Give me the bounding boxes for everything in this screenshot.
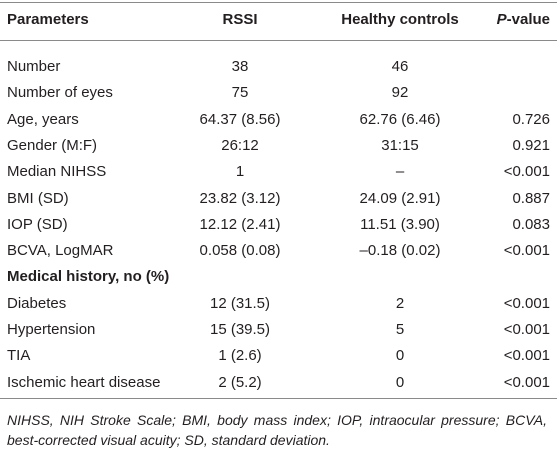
table-cell: Hypertension (7, 321, 96, 338)
table-cell: Gender (M:F) (7, 136, 98, 154)
table-cell: 92 (391, 84, 409, 102)
table-cell: <0.001 (503, 347, 550, 365)
header-text: -value (506, 11, 550, 28)
table-cell: 0.921 (512, 136, 550, 154)
header-cell: Parameters (7, 11, 89, 28)
table-cell: 64.37 (8.56) (199, 110, 281, 128)
table-cell: Age, years (7, 110, 79, 128)
table-cell: 26:12 (221, 136, 259, 154)
table-cell: <0.001 (503, 373, 550, 391)
table-cell: 24.09 (2.91) (359, 189, 441, 207)
header-text: P (496, 11, 507, 28)
table-cell: 0.058 (0.08) (199, 242, 281, 260)
table-cell: Number (7, 58, 61, 75)
table-cell: <0.001 (503, 242, 550, 260)
table-cell: Number of eyes (7, 84, 113, 102)
table-cell: IOP (SD) (7, 215, 68, 233)
header-cell: RSSI (222, 11, 258, 28)
table-cell: 12.12 (2.41) (199, 215, 281, 233)
table-cell: TIA (7, 347, 31, 365)
table-cell: 5 (395, 321, 405, 338)
table-cell: 1 (2.6) (218, 347, 262, 365)
table-cell: <0.001 (503, 321, 550, 338)
table-cell: BCVA, LogMAR (7, 242, 114, 260)
table-cell: 31:15 (381, 136, 419, 154)
table-cell: BMI (SD) (7, 189, 69, 207)
table-cell: 23.82 (3.12) (199, 189, 281, 207)
rule (0, 2, 557, 3)
table-cell: 0.726 (512, 110, 550, 128)
table-cell: 2 (395, 294, 405, 312)
table-cell: 2 (5.2) (218, 373, 262, 391)
table-cell: 0 (395, 347, 405, 365)
table-cell: 75 (231, 84, 249, 102)
footnote: NIHSS, NIH Stroke Scale; BMI, body mass … (7, 412, 547, 448)
table-cell: 12 (31.5) (209, 294, 271, 312)
table-cell: 0 (395, 373, 405, 391)
table-cell: 11.51 (3.90) (360, 215, 440, 233)
table-cell: – (395, 163, 405, 181)
table-cell: <0.001 (503, 294, 550, 312)
table-cell: Ischemic heart disease (7, 373, 161, 391)
rule (0, 398, 557, 399)
header-cell: P-value (497, 10, 550, 30)
table-cell: Diabetes (7, 294, 67, 312)
table-cell: 62.76 (6.46) (359, 110, 441, 128)
section-label: Medical history, no (%) (7, 268, 170, 286)
table-cell: Median NIHSS (7, 163, 107, 181)
table-cell: <0.001 (503, 163, 550, 181)
table-cell: 1 (235, 163, 245, 181)
table-cell: 38 (231, 58, 249, 75)
table-cell: 0.083 (512, 215, 550, 233)
table-cell: –0.18 (0.02) (359, 242, 441, 260)
table-cell: 15 (39.5) (209, 321, 271, 338)
header-cell: Healthy controls (341, 11, 459, 28)
table-cell: 46 (391, 58, 409, 75)
rule (0, 40, 557, 41)
table-cell: 0.887 (512, 189, 550, 207)
